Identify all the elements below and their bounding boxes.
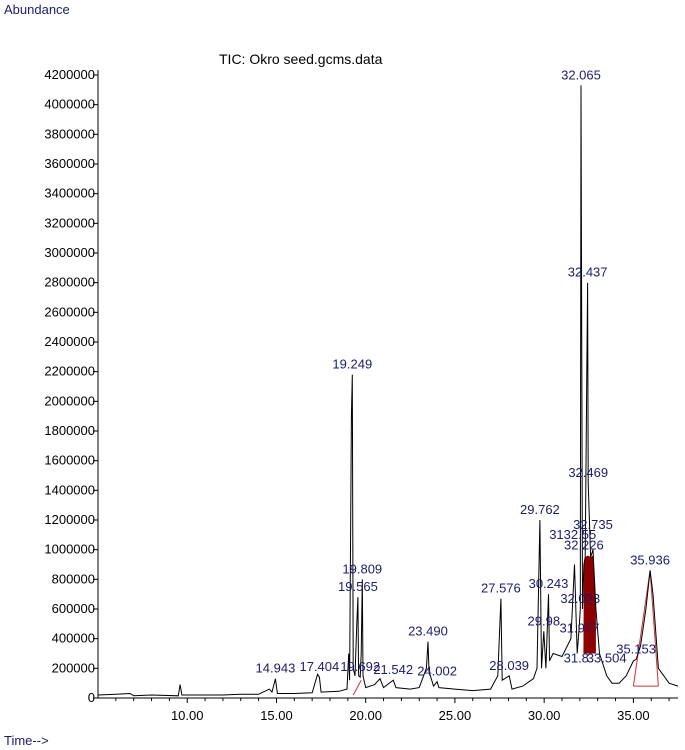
y-tick-label: 1600000 bbox=[44, 453, 95, 468]
peak-labels: 32.065 32.437 19.249 32.469 29.762 32.7353132… bbox=[256, 67, 670, 678]
axes bbox=[93, 70, 678, 703]
tic-trace-line bbox=[97, 85, 679, 697]
peak-label: 32.023 bbox=[560, 591, 600, 606]
integration-baseline bbox=[632, 570, 651, 687]
y-tick-label: 3200000 bbox=[44, 215, 95, 230]
peak-label: 27.576 bbox=[481, 581, 521, 596]
peak-label: 29.762 bbox=[520, 502, 560, 517]
y-tick-label: 3000000 bbox=[44, 245, 95, 260]
y-tick-label: 2400000 bbox=[44, 334, 95, 349]
peak-label: 3132.55 bbox=[549, 527, 596, 542]
y-tick-label: 4000000 bbox=[44, 97, 95, 112]
y-tick-label: 1400000 bbox=[44, 482, 95, 497]
peak-label: 17.404 bbox=[299, 659, 339, 674]
peak-label: 21.542 bbox=[373, 662, 413, 677]
peak-fills bbox=[352, 555, 659, 696]
y-tick-label: 3800000 bbox=[44, 126, 95, 141]
x-axis-label: Time--> bbox=[4, 733, 49, 748]
peak-label: 29.98 bbox=[528, 613, 561, 628]
peak-label: 32.437 bbox=[568, 265, 608, 280]
peak-label: 24.002 bbox=[417, 664, 457, 679]
peak-label: 32.735 bbox=[573, 517, 613, 532]
y-tick-label: 600000 bbox=[52, 601, 95, 616]
y-axis-label: Abundance bbox=[4, 2, 70, 17]
x-tick-label: 35.00 bbox=[617, 708, 650, 723]
peak-label: 31.977 bbox=[560, 621, 600, 636]
x-tick-label: 30.00 bbox=[528, 708, 561, 723]
y-tick-label: 1800000 bbox=[44, 423, 95, 438]
peak-label: 19.692 bbox=[340, 659, 380, 674]
x-tick-label: 15.00 bbox=[260, 708, 293, 723]
integration-baseline bbox=[352, 679, 362, 696]
y-tick-label: 1000000 bbox=[44, 542, 95, 557]
y-tick-label: 400000 bbox=[52, 631, 95, 646]
peak-label: 23.490 bbox=[408, 624, 448, 639]
peak-label: 35.153 bbox=[616, 641, 656, 656]
peak-label: 19.809 bbox=[342, 561, 382, 576]
y-tick-label: 2200000 bbox=[44, 364, 95, 379]
x-tick-label: 20.00 bbox=[349, 708, 382, 723]
y-tick-label: 0 bbox=[88, 690, 95, 705]
integrated-peak-fill bbox=[583, 555, 596, 654]
peak-label: 32.065 bbox=[561, 67, 601, 82]
x-tick-labels: 10.00 15.00 20.00 25.00 30.00 35.00 bbox=[171, 708, 650, 723]
peak-label: 32.469 bbox=[568, 465, 608, 480]
y-tick-label: 1200000 bbox=[44, 512, 95, 527]
y-tick-label: 3600000 bbox=[44, 156, 95, 171]
y-tick-label: 2600000 bbox=[44, 304, 95, 319]
chart-title: TIC: Okro seed.gcms.data bbox=[219, 51, 383, 67]
peak-label: 19.565 bbox=[338, 579, 378, 594]
peak-label: 35.936 bbox=[630, 552, 670, 567]
x-tick-label: 10.00 bbox=[171, 708, 204, 723]
peak-label: 32.226 bbox=[564, 538, 604, 553]
peak-label: 33.504 bbox=[587, 650, 627, 665]
y-tick-label: 800000 bbox=[52, 571, 95, 586]
y-tick-labels: 0 200000 400000 600000 800000 1000000 1200000 1… bbox=[44, 67, 95, 705]
y-tick-label: 4200000 bbox=[44, 67, 95, 82]
peak-label: 14.943 bbox=[256, 661, 296, 676]
peak-label: 30.243 bbox=[529, 576, 569, 591]
y-tick-label: 2000000 bbox=[44, 393, 95, 408]
y-tick-label: 3400000 bbox=[44, 186, 95, 201]
x-tick-label: 25.00 bbox=[439, 708, 472, 723]
peak-label: 31.8 bbox=[564, 650, 589, 665]
peak-label: 28.039 bbox=[489, 658, 529, 673]
y-tick-label: 200000 bbox=[52, 660, 95, 675]
peak-label: 19.249 bbox=[332, 357, 372, 372]
y-tick-label: 2800000 bbox=[44, 275, 95, 290]
integration-baseline bbox=[649, 570, 659, 687]
